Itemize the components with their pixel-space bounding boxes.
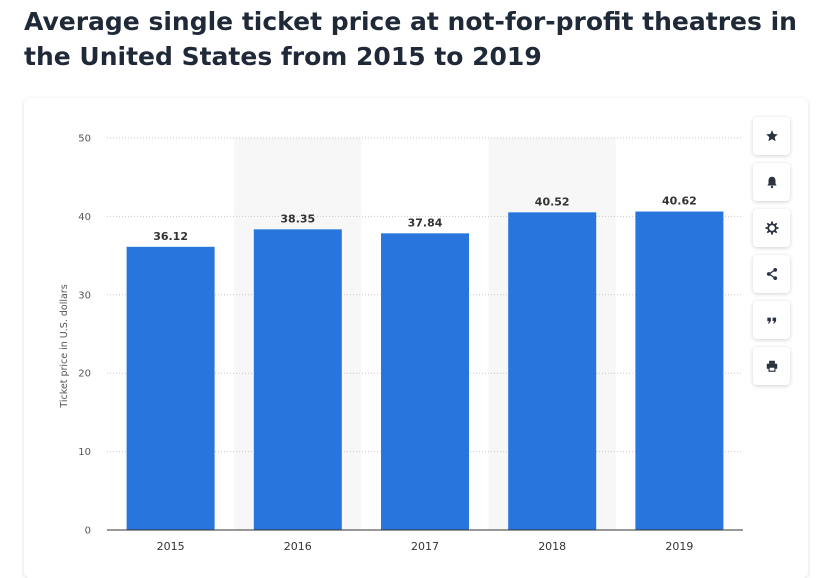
x-tick-label: 2019 bbox=[665, 540, 693, 553]
y-tick-label: 30 bbox=[78, 290, 91, 301]
y-tick-label: 50 bbox=[78, 134, 91, 145]
print-button[interactable] bbox=[753, 347, 790, 385]
y-tick-label: 10 bbox=[78, 447, 91, 458]
chart-toolbar bbox=[753, 117, 790, 385]
share-icon bbox=[766, 268, 777, 280]
y-tick-label: 40 bbox=[78, 212, 91, 223]
x-tick-label: 2017 bbox=[411, 540, 439, 553]
bar bbox=[253, 229, 342, 530]
data-label: 37.84 bbox=[408, 216, 443, 229]
bar bbox=[635, 211, 724, 531]
cite-button[interactable] bbox=[753, 301, 790, 339]
settings-button[interactable] bbox=[753, 209, 790, 247]
print-icon bbox=[766, 360, 777, 372]
data-label: 36.12 bbox=[153, 230, 188, 243]
x-tick-label: 2016 bbox=[284, 540, 312, 553]
x-tick-label: 2018 bbox=[538, 540, 566, 553]
page-title: Average single ticket price at not-for-p… bbox=[24, 7, 797, 71]
star-icon bbox=[765, 130, 778, 142]
y-tick-label: 20 bbox=[78, 369, 91, 380]
gear-icon bbox=[764, 221, 779, 235]
bar bbox=[381, 233, 469, 530]
bell-icon bbox=[766, 176, 777, 189]
quote-icon bbox=[766, 317, 776, 324]
x-tick-label: 2015 bbox=[157, 540, 185, 553]
bar bbox=[126, 246, 215, 530]
data-label: 40.62 bbox=[662, 195, 697, 208]
share-button[interactable] bbox=[753, 255, 790, 293]
favorite-button[interactable] bbox=[753, 117, 790, 155]
y-tick-label: 0 bbox=[85, 526, 91, 537]
bar bbox=[508, 212, 597, 531]
data-label: 38.35 bbox=[280, 212, 315, 225]
data-label: 40.52 bbox=[535, 195, 570, 208]
notification-button[interactable] bbox=[753, 163, 790, 201]
y-axis-title: Ticket price in U.S. dollars bbox=[59, 284, 70, 408]
